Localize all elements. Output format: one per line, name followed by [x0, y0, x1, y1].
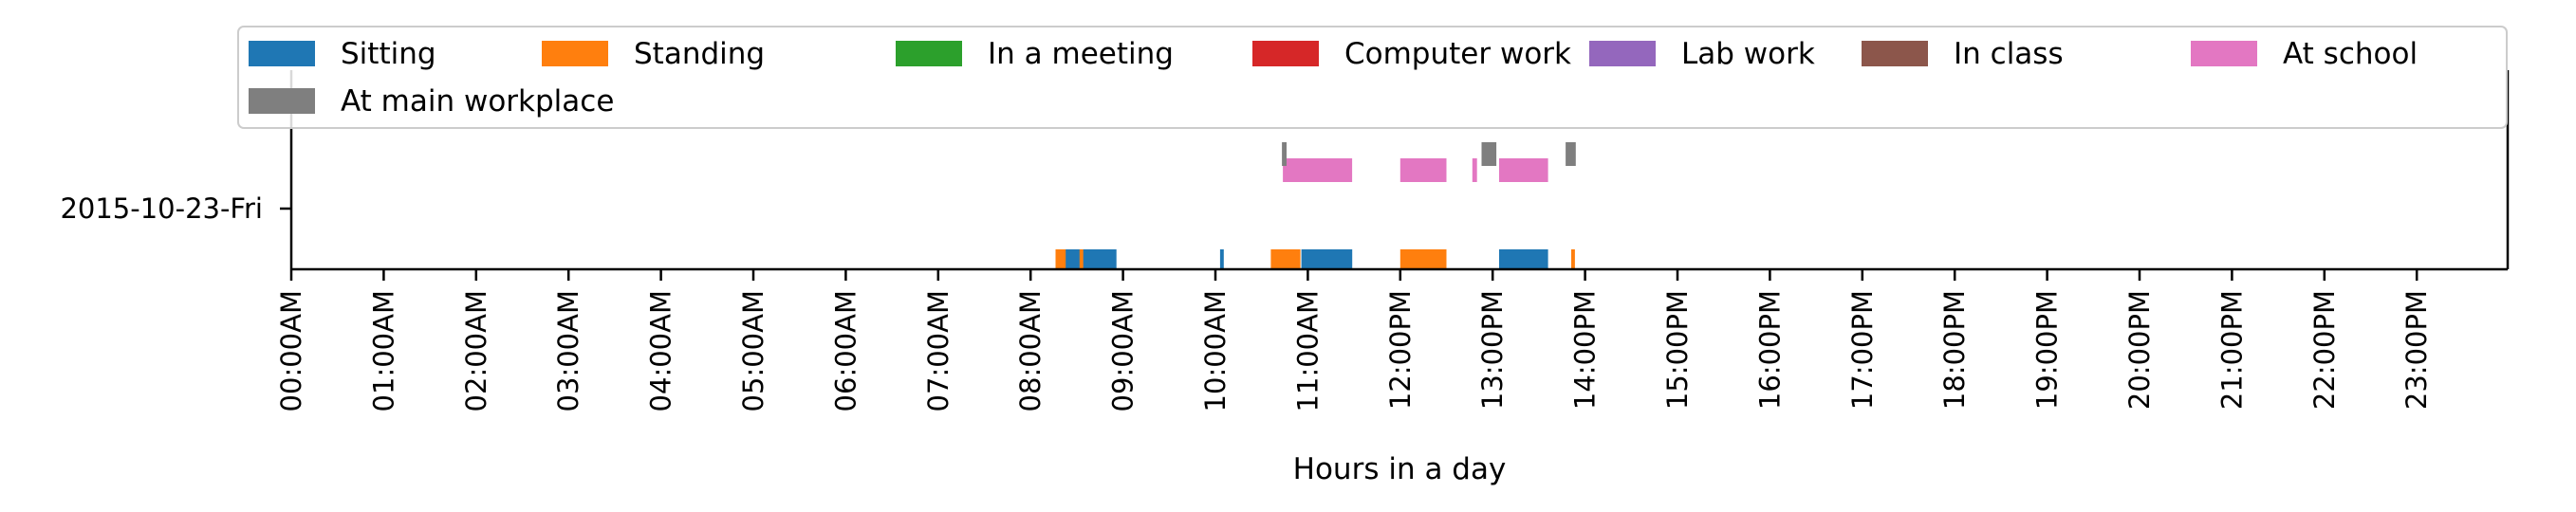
bar-standing: [1270, 249, 1301, 269]
bar-sitting: [1301, 249, 1353, 269]
bar-at-school: [1399, 158, 1447, 182]
legend-swatch: [249, 88, 315, 114]
bar-standing: [1571, 249, 1575, 269]
x-tick-label: 02:00AM: [460, 290, 492, 411]
legend-entry: At main workplace: [249, 84, 614, 119]
bar-sitting: [1065, 249, 1117, 269]
x-tick-label: 14:00PM: [1569, 290, 1602, 410]
bar-at-school: [1472, 158, 1477, 182]
bar-at-main-workplace: [1566, 142, 1576, 166]
x-axis-ticks: 00:00AM 01:00AM 02:00AM 03:00AM 04:00AM 05:00…: [275, 269, 2433, 411]
x-tick-label: 00:00AM: [275, 290, 307, 411]
bar-at-school: [1499, 158, 1548, 182]
bar-at-main-workplace: [1282, 142, 1287, 166]
legend-frame: [237, 26, 2508, 129]
legend-swatch: [542, 41, 608, 66]
legend-entry: Standing: [542, 37, 765, 71]
x-tick-label: 17:00PM: [1846, 290, 1879, 410]
bar-standing: [1055, 249, 1066, 269]
legend: Sitting Standing In a meeting Computer work…: [237, 26, 2508, 129]
x-tick-label: 21:00PM: [2215, 290, 2248, 410]
legend-label: At school: [2283, 37, 2418, 71]
x-tick-label: 20:00PM: [2123, 290, 2156, 410]
bar-standing: [1399, 249, 1447, 269]
legend-swatch: [1862, 41, 1928, 66]
legend-swatch: [2191, 41, 2257, 66]
x-tick-label: 13:00PM: [1476, 290, 1509, 410]
x-tick-label: 07:00AM: [922, 290, 954, 411]
y-axis-ticks: 2015-10-23-Fri: [60, 192, 291, 225]
bar-sitting: [1499, 249, 1548, 269]
legend-entry: Sitting: [249, 37, 436, 71]
bar-at-school: [1283, 158, 1353, 182]
legend-entry: At school: [2191, 37, 2418, 71]
legend-label: Computer work: [1344, 37, 1571, 71]
x-tick-label: 05:00AM: [737, 290, 769, 411]
x-tick-label: 23:00PM: [2400, 290, 2433, 410]
x-tick-label: 08:00AM: [1014, 290, 1047, 411]
y-tick-label: 2015-10-23-Fri: [60, 192, 263, 225]
legend-label: At main workplace: [341, 84, 614, 119]
bar-at-main-workplace: [1481, 142, 1497, 166]
x-tick-label: 18:00PM: [1938, 290, 1971, 410]
bar-standing: [1079, 249, 1084, 269]
x-tick-label: 06:00AM: [829, 290, 862, 411]
legend-entry: Computer work: [1252, 37, 1571, 71]
legend-swatch: [1589, 41, 1656, 66]
x-tick-label: 09:00AM: [1107, 290, 1140, 411]
x-tick-label: 19:00PM: [2031, 290, 2064, 410]
legend-entry: Lab work: [1589, 37, 1815, 71]
x-tick-label: 22:00PM: [2308, 290, 2341, 410]
x-tick-label: 16:00PM: [1753, 290, 1786, 410]
legend-entry: In class: [1862, 37, 2064, 71]
legend-label: Standing: [634, 37, 765, 71]
legend-swatch: [1252, 41, 1319, 66]
bar-sitting: [1219, 249, 1224, 269]
x-tick-label: 12:00PM: [1384, 290, 1417, 410]
legend-swatch: [896, 41, 962, 66]
x-tick-label: 10:00AM: [1199, 290, 1232, 411]
x-tick-label: 01:00AM: [367, 290, 399, 411]
x-tick-label: 04:00AM: [645, 290, 677, 411]
x-tick-label: 15:00PM: [1661, 290, 1694, 410]
x-axis-title: Hours in a day: [1293, 452, 1507, 486]
legend-entry: In a meeting: [896, 37, 1174, 71]
legend-swatch: [249, 41, 315, 66]
x-tick-label: 11:00AM: [1291, 290, 1324, 411]
legend-label: In a meeting: [988, 37, 1174, 71]
legend-label: Sitting: [341, 37, 436, 71]
x-tick-label: 03:00AM: [552, 290, 584, 411]
legend-label: Lab work: [1681, 37, 1815, 71]
legend-label: In class: [1954, 37, 2064, 71]
activity-bars: [1055, 142, 1576, 269]
